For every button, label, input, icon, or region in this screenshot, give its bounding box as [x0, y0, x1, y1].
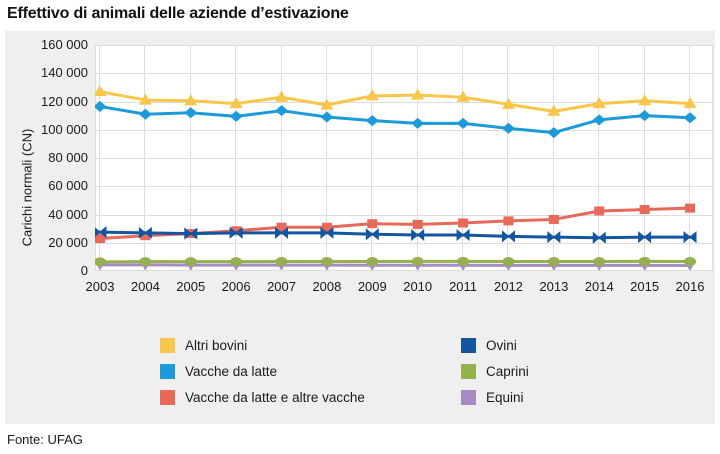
- x-tick-label: 2004: [130, 279, 160, 294]
- x-tick-label: 2003: [85, 279, 115, 294]
- legend-item: Vacche da latte e altre vacche: [160, 390, 365, 405]
- x-tick-label: 2012: [493, 279, 523, 294]
- series-ovini: [95, 226, 697, 244]
- y-tick-label: 120 000: [41, 93, 88, 109]
- legend-label: Equini: [486, 390, 524, 405]
- legend-item: Altri bovini: [160, 338, 365, 353]
- y-tick-label: 60 000: [48, 178, 88, 194]
- page-title: Effettivo di animali delle aziende d’est…: [7, 5, 349, 22]
- x-tick-label: 2016: [675, 279, 705, 294]
- legend-swatch: [160, 338, 175, 353]
- x-tick-label: 2015: [630, 279, 660, 294]
- legend-column-left: Altri bovini Vacche da latte Vacche da lat…: [160, 338, 365, 416]
- x-tick-label: 2008: [312, 279, 342, 294]
- y-tick-label: 20 000: [48, 234, 88, 250]
- y-tick-label: 40 000: [48, 206, 88, 222]
- y-tick-label: 80 000: [48, 150, 88, 165]
- series-vacche-da-latte: [95, 100, 697, 139]
- plot-svg: [95, 45, 713, 271]
- legend-swatch: [160, 390, 175, 405]
- legend-swatch: [461, 364, 476, 379]
- y-tick-label: 160 000: [41, 37, 88, 52]
- legend-label: Caprini: [486, 364, 529, 379]
- legend-swatch: [160, 364, 175, 379]
- x-tick-label: 2009: [357, 279, 387, 294]
- x-tick-label: 2010: [403, 279, 433, 294]
- legend-item: Equini: [461, 390, 529, 405]
- legend-item: Caprini: [461, 364, 529, 379]
- y-tick-label: 140 000: [41, 65, 88, 81]
- legend-label: Ovini: [486, 338, 517, 353]
- series-altri-bovini: [95, 85, 697, 116]
- x-tick-label: 2011: [449, 279, 478, 294]
- legend-column-right: Ovini Caprini Equini: [461, 338, 529, 416]
- legend-swatch: [461, 390, 476, 405]
- legend-swatch: [461, 338, 476, 353]
- source-note: Fonte: UFAG: [7, 432, 83, 447]
- x-tick-label: 2005: [176, 279, 206, 294]
- y-tick-label: 0: [80, 263, 88, 278]
- legend-label: Vacche da latte: [185, 364, 278, 379]
- x-tick-label: 2007: [267, 279, 296, 294]
- series-caprini: [95, 256, 696, 267]
- y-tick-label: 100 000: [41, 121, 88, 137]
- legend-item: Ovini: [461, 338, 529, 353]
- legend-label: Vacche da latte e altre vacche: [185, 390, 365, 405]
- x-tick-label: 2013: [539, 279, 569, 294]
- x-tick-label: 2014: [584, 279, 614, 294]
- legend-label: Altri bovini: [185, 338, 248, 353]
- legend-item: Vacche da latte: [160, 364, 365, 379]
- x-tick-label: 2006: [221, 279, 251, 294]
